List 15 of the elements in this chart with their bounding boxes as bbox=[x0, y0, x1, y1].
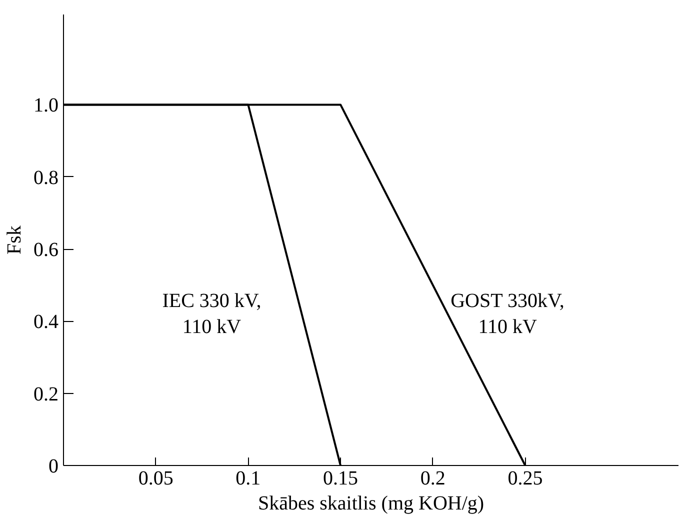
y-tick-label: 0.2 bbox=[34, 383, 58, 406]
x-tick-label: 0.05 bbox=[138, 468, 174, 490]
x-tick-label: 0.2 bbox=[420, 468, 446, 490]
y-tick-label: 0.6 bbox=[34, 239, 58, 262]
y-tick-label: 0.8 bbox=[34, 166, 58, 189]
x-axis-title: Skābes skaitlis (mg KOH/g) bbox=[258, 492, 484, 514]
x-tick-label: 0.1 bbox=[236, 468, 261, 490]
series-label: GOST 330kV, 110 kV bbox=[450, 290, 564, 338]
y-tick-label: 0 bbox=[48, 456, 58, 478]
x-tick-label: 0.25 bbox=[508, 468, 543, 490]
series-label: IEC 330 kV, 110 kV bbox=[162, 290, 262, 338]
y-axis-title: Fsk bbox=[4, 226, 26, 254]
x-tick-label: 0.15 bbox=[323, 468, 358, 490]
y-tick-label: 0.4 bbox=[34, 311, 58, 334]
y-tick-label: 1.0 bbox=[34, 94, 58, 117]
